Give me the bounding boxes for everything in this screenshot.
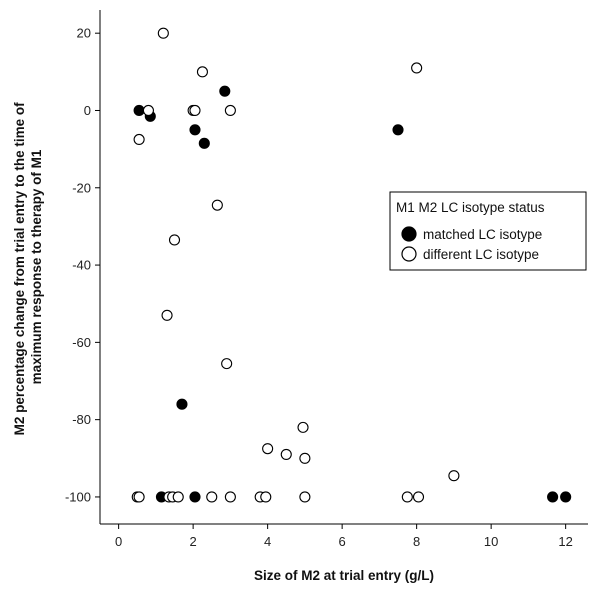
x-tick-label: 0 xyxy=(115,534,122,549)
matched-point xyxy=(560,491,572,503)
legend-marker-different xyxy=(401,246,417,262)
y-tick-label: -40 xyxy=(72,258,91,273)
x-tick-label: 12 xyxy=(558,534,572,549)
x-axis-title: Size of M2 at trial entry (g/L) xyxy=(254,568,434,583)
axis-ticks: 0 2 4 6 8 10 12 -100 -80 -60 -40 -20 0 20 xyxy=(65,26,573,549)
different-point xyxy=(299,491,311,503)
x-tick-label: 10 xyxy=(484,534,498,549)
different-point xyxy=(172,491,184,503)
different-point xyxy=(260,491,272,503)
different-point xyxy=(211,199,223,211)
different-point xyxy=(401,491,413,503)
different-point xyxy=(196,66,208,78)
different-point xyxy=(412,491,425,503)
different-point xyxy=(189,104,201,117)
different-point xyxy=(262,443,274,455)
x-tick-label: 8 xyxy=(413,534,420,549)
different-point xyxy=(168,234,181,246)
matched-point xyxy=(189,124,201,136)
data-points xyxy=(131,27,572,503)
different-point xyxy=(224,491,236,503)
different-point xyxy=(142,104,154,117)
legend-box xyxy=(389,191,587,271)
different-point xyxy=(206,491,218,503)
different-point xyxy=(299,452,311,464)
matched-point xyxy=(547,491,559,503)
x-tick-label: 2 xyxy=(190,534,197,549)
y-axis-title-line-2: maximum response to therapy of M1 xyxy=(29,149,44,384)
x-tick-label: 6 xyxy=(339,534,346,549)
different-point xyxy=(224,104,236,117)
y-axis-title-line-1: M2 percentage change from trial entry to… xyxy=(12,102,27,436)
different-point xyxy=(280,448,292,460)
different-point xyxy=(411,62,423,74)
matched-point xyxy=(219,85,231,97)
different-point xyxy=(133,491,145,503)
y-tick-label: -80 xyxy=(72,412,91,427)
legend: M1 M2 LC isotype status matched LC isoty… xyxy=(389,191,587,271)
matched-point xyxy=(189,491,201,503)
matched-point xyxy=(198,137,210,149)
legend-title: M1 M2 LC isotype status xyxy=(396,200,545,215)
y-tick-label: -60 xyxy=(72,335,91,350)
legend-label-matched: matched LC isotype xyxy=(423,227,542,242)
different-point xyxy=(161,309,173,321)
y-tick-label: -20 xyxy=(72,180,91,195)
y-tick-label: 20 xyxy=(77,26,91,41)
different-point xyxy=(221,358,233,370)
matched-point xyxy=(133,104,145,117)
different-point xyxy=(448,470,460,482)
matched-point xyxy=(392,124,404,136)
matched-point xyxy=(176,398,188,410)
legend-marker-matched xyxy=(401,226,417,242)
different-point xyxy=(297,421,309,433)
different-point xyxy=(157,27,169,39)
x-tick-label: 4 xyxy=(264,534,271,549)
y-axis-title: M2 percentage change from trial entry to… xyxy=(12,99,44,436)
different-point xyxy=(133,133,145,146)
legend-label-different: different LC isotype xyxy=(423,247,539,262)
axes xyxy=(99,10,588,525)
y-tick-label: -100 xyxy=(65,489,91,504)
y-tick-label: 0 xyxy=(84,103,91,118)
